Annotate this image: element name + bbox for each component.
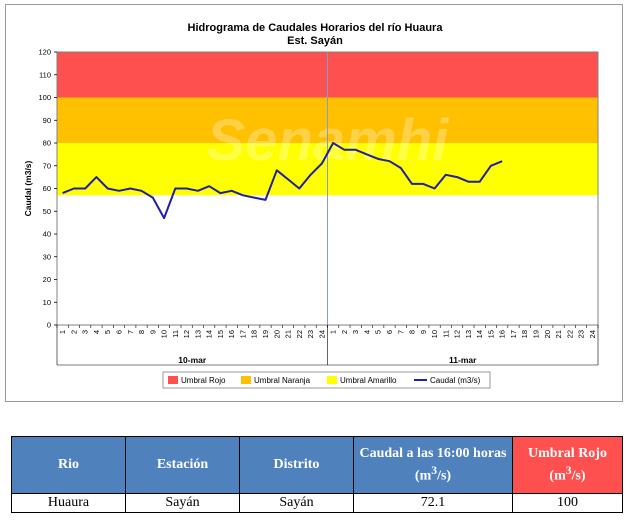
x-tick-label-40: 17 <box>509 330 518 338</box>
y-tick-label-5: 50 <box>43 207 51 216</box>
unit-exp2: 3 <box>565 464 572 478</box>
y-tick-label-12: 120 <box>38 48 51 57</box>
table-header-row: Rio Estación Distrito Caudal a las 16:00… <box>11 436 623 494</box>
x-tick-label-35: 12 <box>453 330 462 338</box>
unit-s2: /s) <box>571 468 586 484</box>
x-tick-label-46: 23 <box>577 330 586 338</box>
x-tick-label-44: 21 <box>554 330 563 338</box>
y-tick-label-3: 30 <box>43 252 51 261</box>
x-tick-label-41: 18 <box>520 330 529 338</box>
chart-subtitle: Est. Sayán <box>287 35 343 47</box>
x-tick-label-39: 16 <box>498 330 507 338</box>
day-label-1: 11-mar <box>449 355 477 365</box>
x-tick-label-30: 7 <box>396 330 405 334</box>
header-umbral-rojo: Umbral Rojo (m3/s) <box>512 436 623 494</box>
x-tick-label-28: 5 <box>374 330 383 334</box>
x-tick-label-16: 17 <box>238 330 247 338</box>
watermark-text: Senamhi <box>207 108 451 173</box>
x-tick-label-38: 15 <box>486 330 495 338</box>
x-tick-label-32: 9 <box>419 330 428 334</box>
unit-s: /s) <box>437 468 452 484</box>
header-distrito: Distrito <box>239 436 354 494</box>
x-tick-label-47: 24 <box>588 330 597 338</box>
x-tick-label-9: 10 <box>160 330 169 338</box>
x-tick-label-2: 3 <box>81 330 90 334</box>
cell-estacion: Sayán <box>125 493 240 513</box>
x-tick-label-24: 1 <box>329 330 338 334</box>
x-tick-label-33: 10 <box>430 330 439 338</box>
x-tick-label-25: 2 <box>340 330 349 334</box>
x-tick-label-34: 11 <box>441 330 450 338</box>
unit-exp: 3 <box>431 464 438 478</box>
y-tick-label-11: 110 <box>39 70 51 79</box>
x-tick-label-36: 13 <box>464 330 473 338</box>
y-tick-label-2: 20 <box>43 275 51 284</box>
chart-title: Hidrograma de Caudales Horarios del río … <box>188 22 444 34</box>
hydrograph-chart: Senamhi Hidrograma de Caudales Horarios d… <box>23 22 599 389</box>
x-tick-label-27: 4 <box>362 330 371 334</box>
summary-table: Rio Estación Distrito Caudal a las 16:00… <box>11 436 623 513</box>
x-tick-label-0: 1 <box>58 330 67 334</box>
cell-rio: Huaura <box>11 493 126 513</box>
header-caudal: Caudal a las 16:00 horas (m3/s) <box>353 436 513 494</box>
x-tick-label-20: 21 <box>284 330 293 338</box>
header-rio: Rio <box>11 436 126 494</box>
x-tick-label-18: 19 <box>261 330 270 338</box>
x-tick-label-12: 13 <box>193 330 202 338</box>
x-tick-label-26: 3 <box>351 330 360 334</box>
y-tick-label-8: 80 <box>43 139 51 148</box>
x-tick-label-13: 14 <box>205 330 214 338</box>
unit-m2: (m <box>549 468 566 484</box>
x-tick-label-22: 23 <box>306 330 315 338</box>
header-umbral-unit: (m3/s) <box>517 462 618 485</box>
x-tick-label-3: 4 <box>92 330 101 334</box>
cell-caudal: 72.1 <box>353 493 513 513</box>
x-tick-label-8: 9 <box>148 330 157 334</box>
y-tick-label-4: 40 <box>43 230 51 239</box>
x-tick-label-37: 14 <box>475 330 484 338</box>
x-tick-label-31: 8 <box>408 330 417 334</box>
x-tick-label-23: 24 <box>317 330 326 338</box>
series-line-caudal <box>62 142 503 220</box>
y-tick-label-0: 0 <box>47 321 51 330</box>
cell-umbral-rojo: 100 <box>512 493 623 513</box>
header-estacion: Estación <box>125 436 240 494</box>
x-tick-label-5: 6 <box>114 330 123 334</box>
legend-swatch-1 <box>241 376 251 384</box>
legend-swatch-0 <box>168 376 178 384</box>
x-tick-label-7: 8 <box>137 330 146 334</box>
header-umbral-label: Umbral Rojo <box>528 446 607 462</box>
x-tick-label-11: 12 <box>182 330 191 338</box>
x-tick-label-6: 7 <box>126 330 135 334</box>
x-tick-label-43: 20 <box>543 330 552 338</box>
x-tick-label-4: 5 <box>103 330 112 334</box>
x-tick-label-10: 11 <box>171 330 180 338</box>
legend-label-0: Umbral Rojo <box>181 376 226 385</box>
x-tick-label-42: 19 <box>532 330 541 338</box>
x-tick-label-45: 22 <box>565 330 574 338</box>
legend-label-1: Umbral Naranja <box>254 376 311 385</box>
y-tick-label-9: 90 <box>43 116 51 125</box>
cell-distrito: Sayán <box>239 493 354 513</box>
table-row: Huaura Sayán Sayán 72.1 100 <box>11 493 623 513</box>
unit-m: (m <box>414 468 432 484</box>
x-tick-label-29: 6 <box>385 330 394 334</box>
legend-swatch-2 <box>327 376 337 384</box>
y-tick-label-10: 100 <box>38 93 51 102</box>
legend-label-2: Umbral Amarillo <box>340 376 397 385</box>
header-caudal-unit: (m3/s) <box>358 462 508 485</box>
x-tick-label-1: 2 <box>69 330 78 334</box>
y-tick-label-1: 10 <box>43 298 51 307</box>
y-tick-label-6: 60 <box>43 184 51 193</box>
x-tick-label-14: 15 <box>216 330 225 338</box>
x-tick-label-17: 18 <box>250 330 259 338</box>
x-tick-label-19: 20 <box>272 330 281 338</box>
y-tick-label-7: 70 <box>43 161 51 170</box>
day-label-0: 10-mar <box>178 355 207 365</box>
header-caudal-label: Caudal a las 16:00 horas <box>359 446 507 462</box>
x-tick-label-15: 16 <box>227 330 236 338</box>
y-axis-label: Caudal (m3/s) <box>23 160 33 216</box>
legend-label-3: Caudal (m3/s) <box>430 376 481 385</box>
x-tick-label-21: 22 <box>295 330 304 338</box>
